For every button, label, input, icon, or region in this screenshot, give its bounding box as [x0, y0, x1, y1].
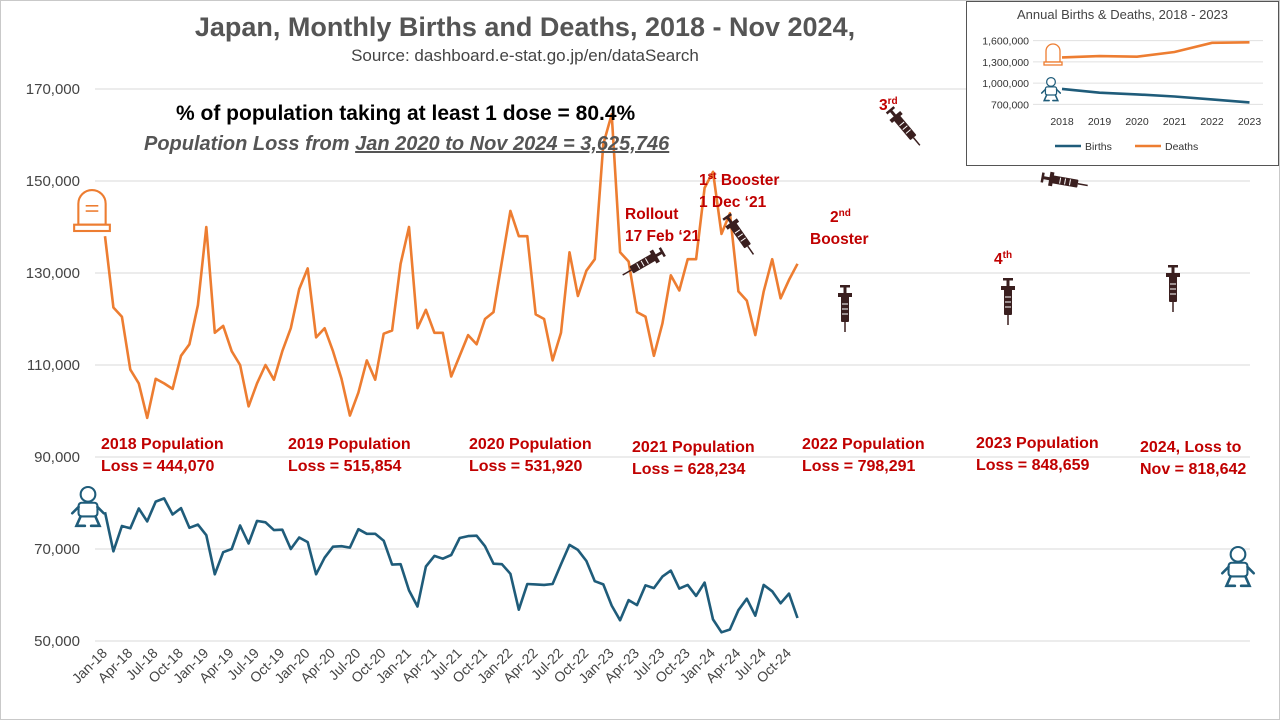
dose4-number: 4 — [994, 251, 1003, 269]
booster2-ordinal: nd — [838, 208, 851, 219]
axes: 50,000 70,000 90,000 110,000 130,000 150,000 1… — [26, 81, 795, 686]
inset-x-tick: 2019 — [1088, 116, 1112, 128]
chart-source: Source: dashboard.e-stat.go.jp/en/dataSe… — [351, 46, 699, 65]
series — [103, 113, 799, 634]
pop-loss-value: Loss = 798,291 — [802, 458, 916, 475]
dose-statement: % of population taking at least 1 dose =… — [176, 102, 636, 125]
pop-loss-label: 2020 Population — [469, 436, 592, 453]
y-tick-label: 50,000 — [34, 633, 80, 650]
legend-label: Deaths — [1165, 141, 1198, 153]
icons — [70, 104, 1256, 588]
pop-loss-label: 2024, Loss to — [1140, 439, 1242, 456]
rollout-date: 17 Feb ‘21 — [625, 228, 700, 245]
pop-loss-label: 2019 Population — [288, 436, 411, 453]
annual-inset-chart: Annual Births & Deaths, 2018 - 2023 700,… — [966, 1, 1279, 166]
pop-loss-2018: 2018 Population Loss = 444,070 — [101, 434, 224, 478]
baby-icon — [1220, 545, 1256, 588]
tombstone-icon — [1043, 43, 1063, 66]
inset-y-tick: 1,300,000 — [982, 57, 1029, 69]
inset-x-tick: 2023 — [1238, 116, 1262, 128]
booster1-ordinal: st — [707, 171, 717, 182]
booster2-annotation: 2nd Booster — [810, 203, 869, 251]
syringe-icon — [1165, 264, 1181, 313]
deaths-line — [103, 113, 799, 420]
legend-label: Births — [1085, 141, 1112, 153]
population-loss-statement: Population Loss from Jan 2020 to Nov 202… — [144, 133, 669, 156]
syringe-icon — [837, 284, 853, 333]
pop-loss-2024: 2024, Loss to Nov = 818,642 — [1140, 437, 1246, 481]
inset-plot: 700,000 1,000,000 1,300,000 1,600,000 2018 20… — [982, 36, 1263, 153]
loss-value: Jan 2020 to Nov 2024 = 3,625,746 — [355, 133, 670, 155]
booster1-number: 1 — [699, 172, 708, 190]
pop-loss-label: 2021 Population — [632, 439, 755, 456]
inset-x-tick: 2021 — [1163, 116, 1187, 128]
pop-loss-2020: 2020 Population Loss = 531,920 — [469, 434, 592, 478]
pop-loss-value: Nov = 818,642 — [1140, 461, 1247, 478]
pop-loss-value: Loss = 531,920 — [469, 458, 583, 475]
inset-x-tick: 2022 — [1200, 116, 1224, 128]
y-tick-label: 110,000 — [27, 357, 80, 374]
pop-loss-value: Loss = 444,070 — [101, 458, 215, 475]
inset-series: 700,000 1,000,000 1,300,000 1,600,000 2018 20… — [982, 36, 1263, 153]
pop-loss-2021: 2021 Population Loss = 628,234 — [632, 437, 755, 481]
dose3-ordinal: rd — [887, 96, 898, 107]
births-line — [103, 497, 799, 634]
inset-y-tick: 1,600,000 — [982, 36, 1029, 48]
inset-deaths-line — [1061, 41, 1250, 59]
booster1-word: Booster — [716, 172, 780, 190]
pop-loss-2019: 2019 Population Loss = 515,854 — [288, 434, 411, 478]
chart-title: Japan, Monthly Births and Deaths, 2018 -… — [194, 12, 856, 42]
booster1-annotation: 1st Booster 1 Dec ‘21 — [699, 166, 779, 214]
loss-prefix: Population Loss from — [144, 133, 356, 155]
dose4-ordinal: th — [1002, 250, 1013, 261]
pop-loss-label: 2018 Population — [101, 436, 224, 453]
syringe-icon — [720, 211, 760, 260]
inset-y-tick: 700,000 — [991, 99, 1029, 111]
baby-icon — [70, 485, 106, 528]
rollout-annotation: Rollout 17 Feb ‘21 — [625, 204, 700, 248]
pop-loss-2022: 2022 Population Loss = 798,291 — [802, 434, 925, 478]
y-tick-label: 70,000 — [34, 541, 80, 558]
pop-loss-label: 2022 Population — [802, 436, 925, 453]
y-tick-label: 130,000 — [26, 265, 80, 282]
dose4-annotation: 4th — [994, 245, 1012, 271]
rollout-label: Rollout — [625, 206, 679, 223]
syringe-icon — [618, 244, 668, 282]
grid — [95, 88, 1250, 642]
y-tick-label: 150,000 — [26, 173, 80, 190]
dose3-annotation: 3rd — [879, 91, 898, 117]
inset-births-line — [1061, 87, 1250, 104]
y-tick-label: 170,000 — [26, 81, 80, 98]
pop-loss-value: Loss = 848,659 — [976, 457, 1090, 474]
baby-icon — [1040, 76, 1062, 102]
inset-x-tick: 2018 — [1050, 116, 1074, 128]
booster2-word: Booster — [810, 231, 869, 249]
pop-loss-2023: 2023 Population Loss = 848,659 — [976, 433, 1099, 477]
pop-loss-label: 2023 Population — [976, 435, 1099, 452]
pop-loss-value: Loss = 628,234 — [632, 461, 746, 478]
y-tick-label: 90,000 — [34, 449, 80, 466]
syringe-icon — [1000, 277, 1016, 326]
inset-title: Annual Births & Deaths, 2018 - 2023 — [1016, 7, 1229, 22]
booster1-date: 1 Dec ‘21 — [699, 194, 767, 212]
booster2-number: 2 — [830, 209, 839, 227]
inset-y-tick: 1,000,000 — [982, 78, 1029, 90]
tombstone-icon — [73, 189, 111, 233]
pop-loss-value: Loss = 515,854 — [288, 458, 402, 475]
dose3-number: 3 — [879, 97, 888, 115]
inset-x-tick: 2020 — [1125, 116, 1149, 128]
